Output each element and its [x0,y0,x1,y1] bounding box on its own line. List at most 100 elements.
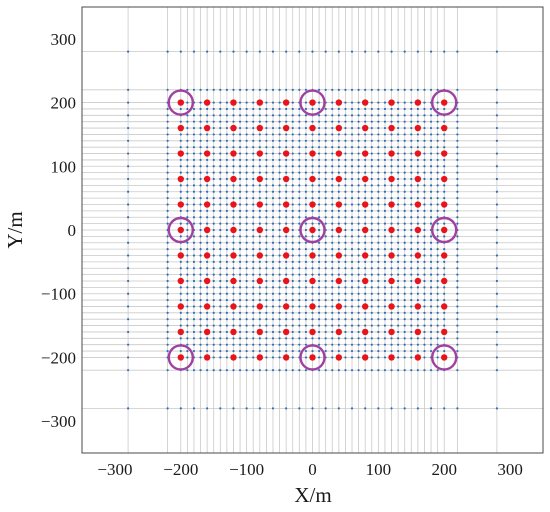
blue-point [324,133,327,136]
blue-point [278,324,281,327]
blue-point [410,203,413,206]
blue-point [383,165,387,168]
blue-point [166,216,169,219]
blue-point [219,126,222,130]
blue-point [179,235,182,238]
blue-point [278,311,281,314]
blue-point [403,273,406,276]
blue-point [377,330,380,334]
blue-point [278,222,281,225]
blue-point [370,171,373,174]
blue-point [456,197,459,200]
blue-point [291,165,294,168]
blue-point [429,216,433,219]
blue-point [350,152,354,155]
red-point [256,354,264,361]
blue-point [364,88,367,91]
blue-point [199,203,202,206]
blue-point [206,337,209,340]
blue-point [298,114,301,117]
red-point [177,226,184,234]
blue-point [225,241,228,244]
blue-point [350,305,354,308]
blue-point [397,209,400,212]
blue-point [350,324,354,327]
red-point [414,252,422,259]
blue-point [192,267,196,270]
blue-point [232,248,235,251]
blue-point [271,311,275,314]
blue-point [278,184,281,187]
blue-point [423,324,426,327]
blue-point [199,235,202,238]
blue-point [179,337,182,340]
blue-point [324,120,327,123]
blue-point [238,228,242,232]
blue-point [370,101,373,104]
blue-point [265,133,268,136]
blue-point [423,133,426,136]
blue-point [317,343,321,346]
blue-point [179,133,182,136]
blue-point [127,114,130,117]
red-point [203,328,211,336]
blue-point [397,88,400,91]
blue-point [212,209,215,212]
blue-point [357,107,360,111]
blue-point [186,114,189,117]
blue-point [383,324,387,327]
blue-point [232,209,235,212]
red-point [230,150,237,157]
red-point [256,226,264,234]
blue-point [225,216,228,219]
blue-point [271,235,275,238]
blue-point [429,120,433,123]
blue-point [410,260,413,263]
blue-point [265,330,268,334]
blue-point [219,203,222,206]
blue-point [271,222,275,225]
blue-point [206,369,209,372]
blue-point [344,133,347,136]
blue-point [364,222,367,225]
blue-point [331,260,334,263]
blue-point [357,330,360,334]
blue-point [127,190,130,193]
blue-point [456,171,459,174]
blue-point [271,114,275,117]
blue-point [397,318,400,321]
blue-point [397,337,400,340]
blue-point [271,273,275,276]
blue-point [298,248,301,251]
blue-point [304,171,308,174]
blue-point [403,228,406,232]
blue-point [344,190,347,193]
blue-point [423,279,426,283]
blue-point [219,279,222,283]
blue-point [127,267,130,270]
blue-point [127,369,130,372]
y-tick-label: 0 [68,221,77,240]
blue-point [311,184,314,187]
blue-point [495,101,498,104]
blue-point [219,324,222,327]
blue-point [429,267,433,270]
blue-point [377,260,380,263]
blue-point [317,222,321,225]
blue-point [416,114,419,117]
blue-point [252,324,255,327]
blue-point [304,241,308,244]
blue-point [252,88,255,91]
blue-point [127,216,130,219]
blue-point [456,260,459,263]
red-point [256,328,264,336]
blue-point [456,311,459,314]
blue-point [225,184,228,187]
blue-point [436,222,439,225]
red-point [309,201,316,208]
blue-point [331,241,334,244]
blue-point [429,260,433,263]
blue-point [192,126,196,130]
blue-point [397,349,400,353]
